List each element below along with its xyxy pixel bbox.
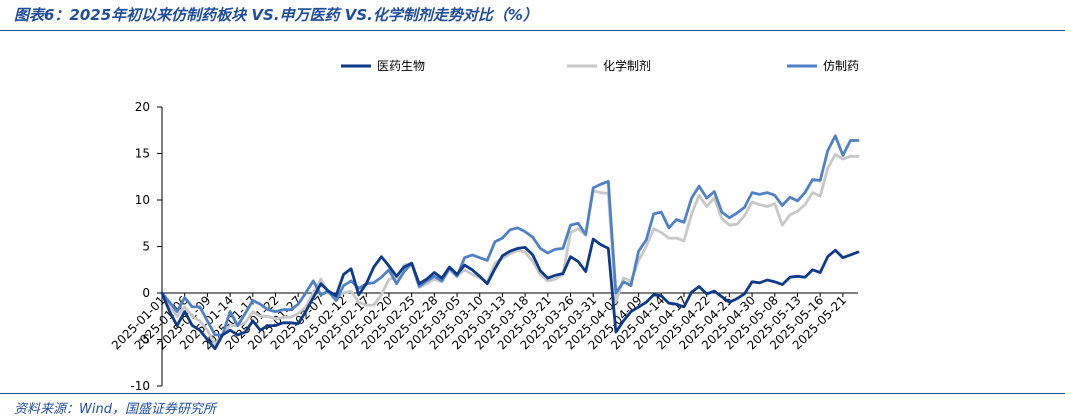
chart-title: 图表6：2025年初以来仿制药板块 VS.申万医药 VS.化学制剂走势对比（%）	[14, 6, 538, 24]
chart-axes: -10-5051015202025-01-012025-01-062025-01…	[109, 100, 858, 393]
series-line	[160, 134, 860, 337]
series-line	[160, 152, 860, 346]
series-line	[160, 237, 860, 351]
footer-divider	[0, 393, 1065, 394]
line-chart: 医药生物 化学制剂 仿制药 -10-5051015202025-01-012025-…	[109, 58, 860, 393]
legend-label: 医药生物	[377, 59, 425, 73]
y-tick-label: 10	[135, 193, 150, 207]
legend-label: 化学制剂	[603, 58, 651, 73]
y-tick-label: 20	[135, 100, 150, 114]
y-tick-label: -5	[138, 333, 150, 347]
source-note: 资料来源：Wind，国盛证券研究所	[14, 402, 216, 417]
y-tick-label: -10	[130, 379, 150, 393]
y-tick-label: 15	[135, 147, 150, 161]
y-tick-label: 0	[142, 286, 150, 300]
chart-series	[160, 134, 860, 351]
y-tick-label: 5	[142, 240, 150, 254]
legend-label: 仿制药	[823, 59, 859, 73]
chart-legend: 医药生物 化学制剂 仿制药	[341, 58, 859, 73]
title-divider	[0, 30, 1065, 31]
